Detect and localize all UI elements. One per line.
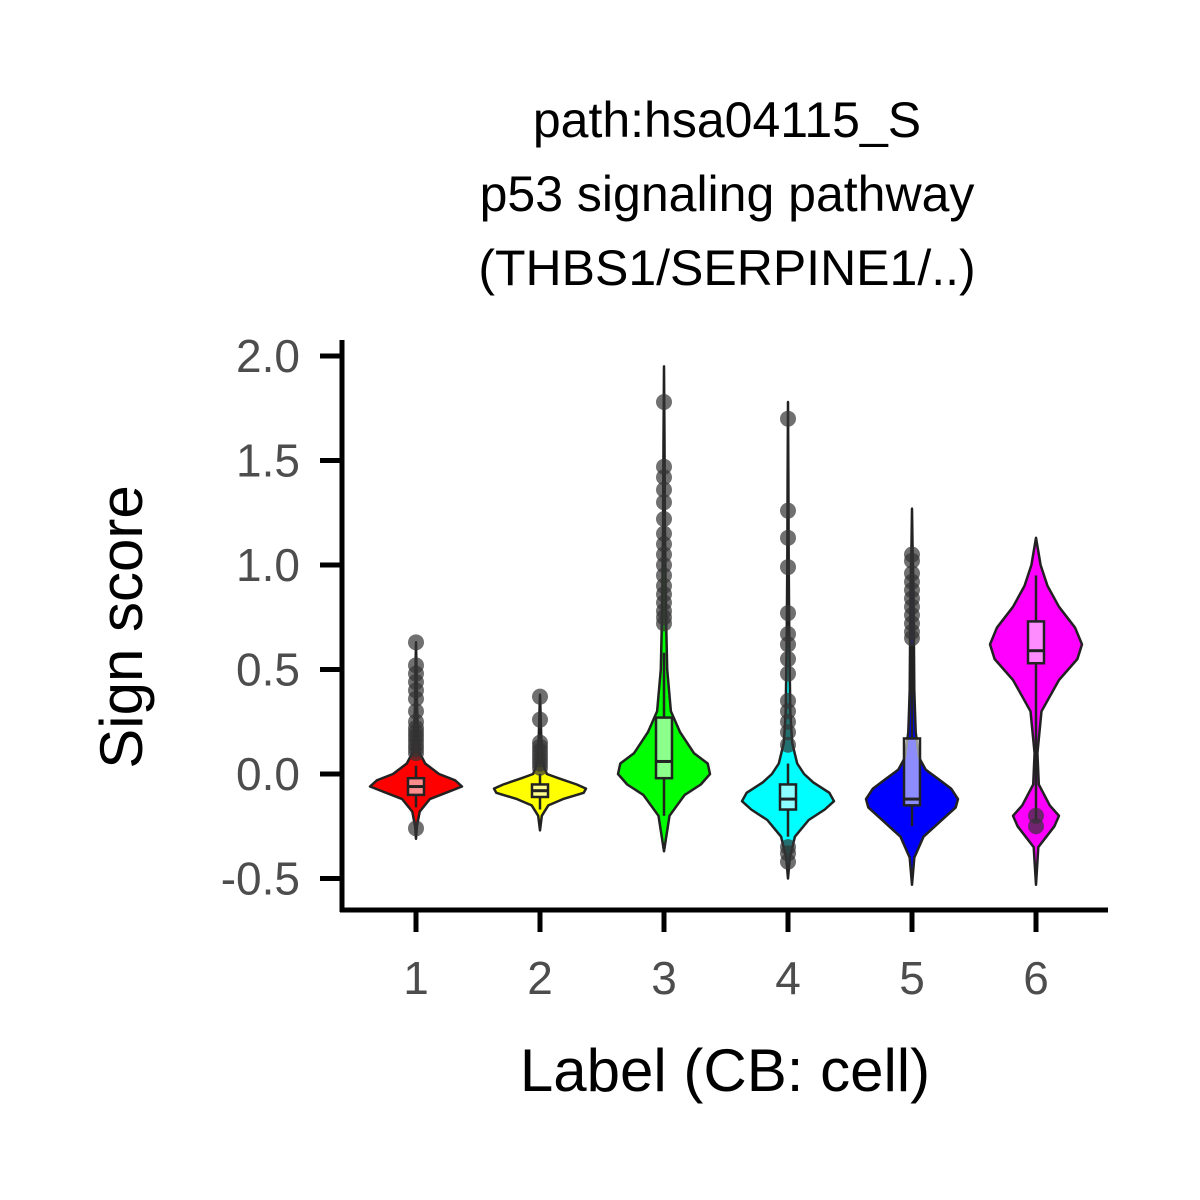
outlier-point bbox=[780, 736, 796, 753]
outlier-point bbox=[656, 511, 672, 528]
chart-title: path:hsa04115_S p53 signaling pathway (T… bbox=[478, 92, 975, 296]
y-tick-label: 0.5 bbox=[236, 644, 300, 696]
chart-title-line-2: p53 signaling pathway bbox=[480, 166, 975, 222]
outlier-point bbox=[532, 688, 548, 705]
x-tick-label: 6 bbox=[1023, 952, 1049, 1004]
violin-group-1 bbox=[368, 634, 464, 841]
x-tick-label: 4 bbox=[775, 952, 801, 1004]
outlier-point bbox=[408, 820, 424, 837]
x-tick-label: 2 bbox=[527, 952, 553, 1004]
outlier-point bbox=[656, 525, 672, 542]
x-tick-label: 1 bbox=[403, 952, 429, 1004]
outlier-point bbox=[532, 711, 548, 728]
x-tick-label: 5 bbox=[899, 952, 925, 1004]
outlier-point bbox=[408, 657, 424, 674]
box-5 bbox=[902, 737, 922, 807]
violin-group-2 bbox=[492, 688, 588, 832]
y-axis-ticks: -0.5 0.0 0.5 1.0 1.5 2.0 bbox=[221, 330, 340, 905]
box-3 bbox=[654, 716, 674, 780]
outlier-point bbox=[780, 625, 796, 642]
box-4 bbox=[778, 783, 798, 811]
outlier-point bbox=[780, 692, 796, 709]
x-tick-label: 3 bbox=[651, 952, 677, 1004]
outlier-point bbox=[780, 529, 796, 546]
outlier-point bbox=[656, 481, 672, 498]
outlier-point bbox=[780, 410, 796, 427]
violin-group-4 bbox=[740, 400, 836, 880]
outlier-point bbox=[780, 605, 796, 622]
y-tick-label: 2.0 bbox=[236, 330, 300, 382]
outlier-point bbox=[532, 734, 548, 751]
x-axis-title: Label (CB: cell) bbox=[520, 1037, 930, 1104]
y-tick-label: 1.0 bbox=[236, 539, 300, 591]
x-axis-ticks: 1 2 3 4 5 6 bbox=[403, 912, 1049, 1004]
outlier-point bbox=[780, 665, 796, 682]
y-tick-label: 1.5 bbox=[236, 435, 300, 487]
y-tick-label: -0.5 bbox=[221, 853, 300, 905]
y-axis-title: Sign score bbox=[88, 485, 155, 768]
violin-group-6 bbox=[988, 536, 1084, 887]
plot-area bbox=[368, 365, 1084, 887]
outlier-point bbox=[656, 393, 672, 410]
y-tick-label: 0.0 bbox=[236, 748, 300, 800]
violin-group-3 bbox=[616, 365, 712, 853]
chart-title-line-1: path:hsa04115_S bbox=[533, 92, 921, 148]
outlier-point bbox=[780, 502, 796, 519]
violin-group-5 bbox=[864, 507, 960, 887]
outlier-point bbox=[780, 559, 796, 576]
outlier-point bbox=[1028, 807, 1044, 824]
box-6 bbox=[1026, 620, 1046, 665]
outlier-point bbox=[904, 546, 920, 563]
outlier-point bbox=[780, 651, 796, 668]
outlier-point bbox=[904, 565, 920, 582]
outlier-point bbox=[656, 458, 672, 475]
outlier-point bbox=[408, 634, 424, 651]
chart-title-line-3: (THBS1/SERPINE1/..) bbox=[478, 240, 975, 296]
outlier-point bbox=[408, 703, 424, 720]
outlier-point bbox=[780, 839, 796, 856]
outlier-point bbox=[656, 494, 672, 511]
